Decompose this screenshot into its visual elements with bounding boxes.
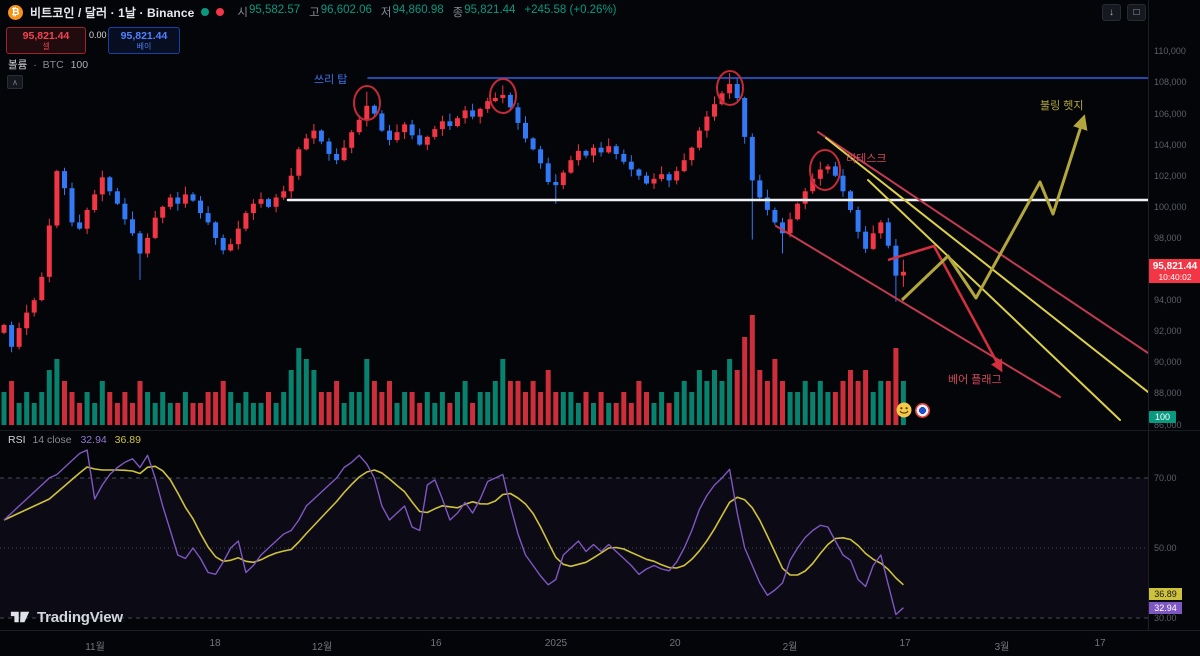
time-axis-label: 18 [209, 638, 221, 649]
price-axis-label: 110,000 [1154, 46, 1186, 57]
alert-dot-icon [216, 8, 225, 16]
time-axis[interactable]: 11월 18 12월 16 2025 20 2월 17 3월 17 [0, 630, 1200, 656]
rsi-value: 32.94 [80, 434, 107, 446]
price-axis-label: 90,000 [1154, 357, 1182, 368]
ohlc-close: 종 95,821.44 [453, 4, 516, 20]
price-axis-label: 104,000 [1154, 139, 1187, 150]
change-value: +245.58 (+0.26%) [524, 4, 617, 16]
price-axis-label: 106,000 [1154, 108, 1187, 119]
tradingview-logo-icon [10, 611, 30, 623]
time-axis-label: 11월 [85, 642, 105, 653]
sell-label: 셀 [42, 42, 50, 51]
download-icon: ↓ [1109, 6, 1114, 18]
volume-layer [1, 315, 906, 425]
tradingview-logo-text: TradingView [37, 608, 123, 626]
collapse-panel-button[interactable]: ∧ [7, 75, 23, 89]
rsi-ma-value: 36.89 [114, 434, 141, 446]
market-status-dot-icon [201, 8, 210, 16]
rsi-axis-label: 70.00 [1154, 473, 1177, 483]
target-roundel-sticker[interactable] [915, 403, 930, 418]
time-axis-label: 20 [669, 638, 681, 649]
rsi-ma-badge: 36.89 [1149, 587, 1182, 600]
fullscreen-icon: □ [1133, 6, 1140, 18]
time-axis-label: 16 [430, 638, 442, 649]
buy-button[interactable]: 95,821.44 베이 [108, 27, 180, 54]
volume-symbol: BTC [42, 59, 64, 71]
save-download-button[interactable]: ↓ [1102, 4, 1121, 21]
buy-label: 베이 [136, 42, 152, 51]
buy-price: 95,821.44 [120, 30, 168, 42]
rsi-axis-label: 50.00 [1154, 543, 1177, 553]
high-value: 96,602.06 [320, 4, 372, 16]
volume-value: 100 [70, 59, 89, 71]
close-value: 95,821.44 [464, 4, 516, 16]
price-axis-label: 92,000 [1154, 326, 1182, 337]
rsi-layer [0, 449, 1148, 619]
annotation-retest[interactable]: 리테스크 [846, 153, 887, 165]
annotation-three-top[interactable]: 쓰리 탑 [314, 74, 348, 86]
close-label: 종 [452, 7, 464, 19]
rsi-value-badge: 32.94 [1149, 601, 1182, 614]
rsi-title: RSI [8, 434, 26, 446]
bitcoin-icon: ₿ [8, 4, 23, 20]
symbol-title[interactable]: 비트코인 / 달러 · 1날 · Binance [30, 5, 195, 20]
price-axis-label: 98,000 [1154, 232, 1182, 243]
rsi-axis-label: 30.00 [1154, 613, 1177, 623]
rsi-indicator-legend[interactable]: RSI 14 close 32.94 36.89 [8, 434, 141, 446]
low-value: 94,860.98 [392, 4, 444, 16]
ohlc-legend: 시 95,582.57 고 96,602.06 저 94,860.98 종 95,821… [237, 4, 616, 20]
price-axis-label: 88,000 [1154, 388, 1182, 399]
time-axis-label: 17 [899, 638, 911, 649]
volume-separator: · [33, 59, 37, 71]
panel-divider[interactable] [0, 430, 1200, 431]
chevron-up-icon: ∧ [12, 77, 18, 87]
volume-value-badge: 100 [1149, 411, 1176, 423]
tradingview-logo[interactable]: TradingView [10, 608, 123, 626]
volume-title: 볼륨 [8, 59, 28, 71]
spread-value: 0.00 [89, 30, 107, 40]
drawings-layer [286, 70, 1148, 421]
time-axis-label: 2월 [782, 642, 798, 653]
smiley-icon [896, 402, 912, 418]
time-axis-label: 2025 [544, 638, 568, 649]
open-label: 시 [237, 7, 248, 19]
annotation-bull-hedge[interactable]: 불링 헷지 [1040, 100, 1084, 112]
time-axis-label: 12월 [311, 642, 333, 653]
high-label: 고 [309, 7, 320, 19]
annotation-bear-flag[interactable]: 베어 플래그 [948, 374, 1002, 386]
bar-countdown: 10:40:02 [1158, 271, 1192, 282]
volume-indicator-legend[interactable]: 볼륨 · BTC 100 [8, 57, 88, 72]
price-axis-label: 108,000 [1154, 77, 1187, 88]
candles-layer [1, 73, 906, 353]
ohlc-low: 저 94,860.98 [381, 4, 444, 20]
sell-button[interactable]: 95,821.44 셀 [6, 27, 86, 54]
ohlc-high: 고 96,602.06 [309, 4, 372, 20]
low-label: 저 [380, 7, 392, 19]
buy-sell-widget: 95,821.44 셀 0.00 95,821.44 베이 [6, 27, 206, 55]
fullscreen-button[interactable]: □ [1127, 4, 1146, 21]
chart-canvas[interactable] [0, 0, 1148, 630]
ohlc-open: 시 95,582.57 [237, 4, 300, 20]
price-axis-label: 94,000 [1154, 295, 1182, 306]
time-axis-label: 17 [1094, 638, 1106, 649]
open-value: 95,582.57 [248, 4, 301, 16]
time-axis-label: 3월 [994, 642, 1010, 653]
price-axis[interactable]: 110,000 108,000 106,000 104,000 102,000 100,0… [1148, 0, 1200, 630]
last-price: 95,821.44 [1152, 260, 1198, 272]
price-axis-label: 102,000 [1154, 170, 1187, 181]
header-buttons: ↓ □ [1102, 4, 1146, 21]
sell-price: 95,821.44 [22, 30, 70, 42]
price-axis-label: 86,000 [1154, 419, 1182, 430]
last-price-badge: 95,821.44 10:40:02 [1149, 258, 1200, 283]
price-axis-label: 100,000 [1154, 201, 1187, 212]
rsi-params: 14 close [32, 434, 72, 446]
laughing-emoji-sticker[interactable] [896, 402, 912, 418]
